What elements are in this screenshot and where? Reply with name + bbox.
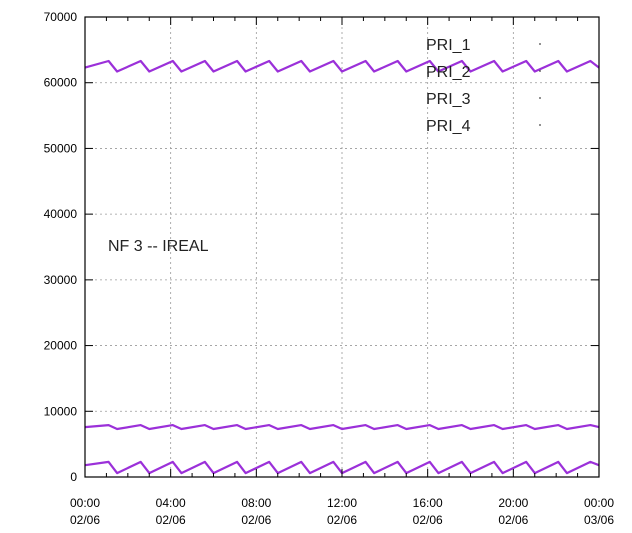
x-axis-tick-labels: 00:00 02/06 04:00 02/06 08:00 02/06 12:00 02/06… bbox=[70, 496, 614, 527]
y-axis-tick-labels: 0 10000 20000 30000 40000 50000 60000 70000 bbox=[44, 10, 78, 484]
x-tick-label-time: 20:00 bbox=[498, 496, 528, 510]
y-tick-label: 60000 bbox=[44, 76, 78, 90]
y-tick-label: 50000 bbox=[44, 141, 78, 155]
series-line-pri_2 bbox=[84, 424, 600, 431]
y-tick-label: 10000 bbox=[44, 404, 78, 418]
series-line-pri_1 bbox=[84, 59, 600, 73]
x-tick-label-date: 02/06 bbox=[413, 513, 443, 527]
x-tick-label-date: 02/06 bbox=[327, 513, 357, 527]
legend-marker bbox=[539, 70, 541, 72]
legend-marker bbox=[539, 97, 541, 99]
x-tick-label-date: 02/06 bbox=[70, 513, 100, 527]
x-tick-label-date: 02/06 bbox=[498, 513, 528, 527]
chart-annotation: NF 3 -- IREAL bbox=[108, 238, 209, 255]
x-tick-label-time: 04:00 bbox=[156, 496, 186, 510]
y-tick-label: 20000 bbox=[44, 339, 78, 353]
legend-entry: PRI_4 bbox=[426, 118, 471, 135]
x-tick-label-time: 00:00 bbox=[70, 496, 100, 510]
y-tick-label: 30000 bbox=[44, 273, 78, 287]
legend-entry: PRI_2 bbox=[426, 64, 471, 81]
legend-marker bbox=[539, 124, 541, 126]
legend-entry: PRI_3 bbox=[426, 91, 471, 108]
x-tick-label-time: 12:00 bbox=[327, 496, 357, 510]
x-tick-label-time: 16:00 bbox=[413, 496, 443, 510]
x-tick-label-time: 00:00 bbox=[584, 496, 614, 510]
x-tick-label-time: 08:00 bbox=[241, 496, 271, 510]
x-tick-label-date: 02/06 bbox=[156, 513, 186, 527]
y-tick-label: 40000 bbox=[44, 207, 78, 221]
grid-lines bbox=[85, 17, 599, 477]
legend-entry: PRI_1 bbox=[426, 37, 471, 54]
y-tick-label: 0 bbox=[70, 470, 77, 484]
legend: PRI_1 PRI_2 PRI_3 PRI_4 bbox=[426, 37, 541, 135]
legend-marker bbox=[539, 43, 541, 45]
y-tick-label: 70000 bbox=[44, 10, 78, 24]
axis-ticks bbox=[84, 16, 600, 478]
x-tick-label-date: 02/06 bbox=[241, 513, 271, 527]
x-tick-label-date: 03/06 bbox=[584, 513, 614, 527]
